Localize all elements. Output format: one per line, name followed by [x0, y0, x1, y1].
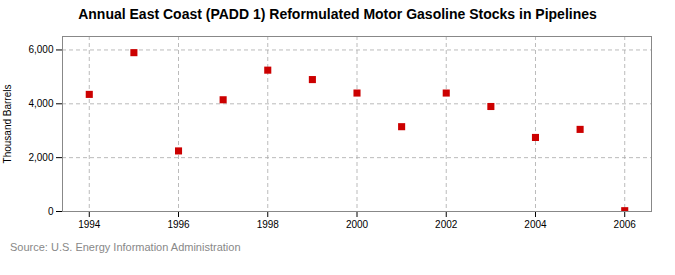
svg-text:1996: 1996	[167, 219, 190, 230]
svg-text:2006: 2006	[614, 219, 637, 230]
svg-text:1994: 1994	[78, 219, 101, 230]
svg-text:4,000: 4,000	[28, 98, 53, 109]
svg-text:Thousand Barrels: Thousand Barrels	[2, 85, 13, 164]
svg-text:2004: 2004	[524, 219, 547, 230]
svg-text:2002: 2002	[435, 219, 458, 230]
svg-text:0: 0	[48, 206, 54, 217]
svg-text:2,000: 2,000	[28, 152, 53, 163]
svg-text:2000: 2000	[346, 219, 369, 230]
svg-text:1998: 1998	[257, 219, 280, 230]
svg-text:6,000: 6,000	[28, 44, 53, 55]
html-text:Source: U.S. Energy Informatio: Source: U.S. Energy Information Administ…	[10, 241, 241, 253]
html-text:Annual East Coast (PADD 1) Ref: Annual East Coast (PADD 1) Reformulated …	[78, 6, 597, 22]
